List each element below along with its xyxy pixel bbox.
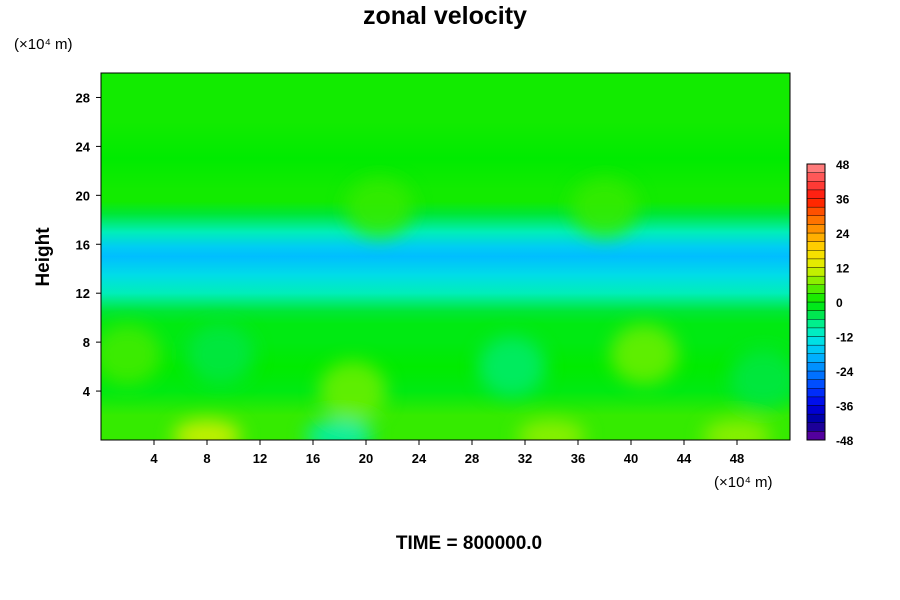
x-axis-unit: (×10⁴ m) — [714, 474, 773, 491]
colorbar-tick-label: 48 — [836, 158, 850, 172]
colorbar-swatch — [806, 267, 826, 277]
x-tick-label: 36 — [571, 451, 585, 466]
x-tick-label: 44 — [677, 451, 692, 466]
x-tick-label: 48 — [730, 451, 744, 466]
x-tick-label: 24 — [412, 451, 427, 466]
colorbar-tick-label: 0 — [836, 296, 843, 310]
colorbar-swatch — [806, 250, 826, 260]
colorbar-tick-label: -24 — [836, 365, 854, 379]
colorbar-swatch — [806, 413, 826, 423]
colorbar-swatch — [806, 344, 826, 354]
colorbar-swatch — [806, 379, 826, 389]
plot-frame — [100, 72, 791, 441]
anomaly-blob — [305, 420, 374, 440]
x-axis-ticks: 4 8 12 16 20 24 28 32 36 40 44 48 — [150, 440, 744, 466]
colorbar-swatch — [806, 422, 826, 432]
y-axis-label: Height — [33, 227, 54, 287]
y-tick-label: 8 — [83, 335, 90, 350]
colorbar-swatch — [806, 181, 826, 191]
colorbar-frame — [806, 163, 826, 441]
y-tick-label: 4 — [83, 384, 91, 399]
colorbar-swatch — [806, 388, 826, 398]
colorbar-swatch — [806, 284, 826, 294]
chart-title: zonal velocity — [363, 2, 527, 30]
colorbar-swatch — [806, 293, 826, 303]
colorbar-swatch — [806, 215, 826, 225]
colorbar-swatch — [806, 198, 826, 208]
anomaly-blob — [570, 177, 639, 238]
colorbar-swatch — [806, 301, 826, 311]
colorbar-swatch — [806, 224, 826, 234]
anomaly-blob — [318, 361, 387, 422]
colorbar-swatch — [806, 232, 826, 242]
anomaly-blob — [517, 420, 586, 440]
colorbar-swatch — [806, 275, 826, 285]
anomaly-blob — [173, 420, 241, 440]
colorbar-swatch — [806, 396, 826, 406]
anomaly-blob — [610, 324, 679, 385]
colorbar-swatch — [806, 172, 826, 182]
velocity-field — [101, 73, 790, 440]
anomaly-blob — [101, 324, 162, 385]
x-tick-label: 40 — [624, 451, 638, 466]
y-axis-unit: (×10⁴ m) — [14, 36, 73, 53]
colorbar-swatch — [806, 189, 826, 199]
colorbar-tick-label: -12 — [836, 331, 854, 345]
y-axis-ticks: 4 8 12 16 20 24 28 — [76, 90, 101, 399]
x-tick-label: 32 — [518, 451, 532, 466]
time-label: TIME = 800000.0 — [396, 533, 542, 554]
colorbar-tick-label: 36 — [836, 193, 850, 207]
colorbar-swatch — [806, 310, 826, 320]
anomaly-blob — [729, 348, 790, 409]
y-tick-label: 24 — [76, 139, 91, 154]
x-tick-label: 4 — [150, 451, 158, 466]
colorbar-tick-label: 24 — [836, 227, 850, 241]
x-tick-label: 8 — [203, 451, 210, 466]
colorbar-swatch — [806, 362, 826, 372]
anomaly-blob — [703, 420, 771, 440]
colorbar-tick-label: 12 — [836, 262, 850, 276]
colorbar-swatch — [806, 336, 826, 346]
colorbar-swatch — [806, 241, 826, 251]
colorbar: 48 36 24 12 0 -12 -24 -36 -48 — [806, 158, 854, 448]
x-tick-label: 16 — [306, 451, 320, 466]
colorbar-tick-label: -36 — [836, 400, 854, 414]
anomaly-blob — [477, 336, 546, 397]
colorbar-swatch — [806, 405, 826, 415]
colorbar-swatch — [806, 319, 826, 329]
x-tick-label: 28 — [465, 451, 479, 466]
colorbar-tick-label: -48 — [836, 434, 854, 448]
colorbar-swatch — [806, 353, 826, 363]
y-tick-label: 16 — [76, 237, 90, 252]
colorbar-swatch — [806, 206, 826, 216]
y-tick-label: 28 — [76, 90, 90, 105]
colorbar-swatch — [806, 327, 826, 337]
colorbar-swatch — [806, 258, 826, 268]
anomaly-layer — [101, 177, 790, 440]
colorbar-swatch — [806, 431, 826, 441]
colorbar-swatch — [806, 163, 826, 173]
anomaly-blob — [345, 177, 414, 238]
x-tick-label: 12 — [253, 451, 267, 466]
colorbar-swatch — [806, 370, 826, 380]
anomaly-blob — [186, 324, 255, 385]
y-tick-label: 20 — [76, 188, 90, 203]
x-tick-label: 20 — [359, 451, 373, 466]
y-tick-label: 12 — [76, 286, 90, 301]
plot-area — [101, 73, 790, 440]
